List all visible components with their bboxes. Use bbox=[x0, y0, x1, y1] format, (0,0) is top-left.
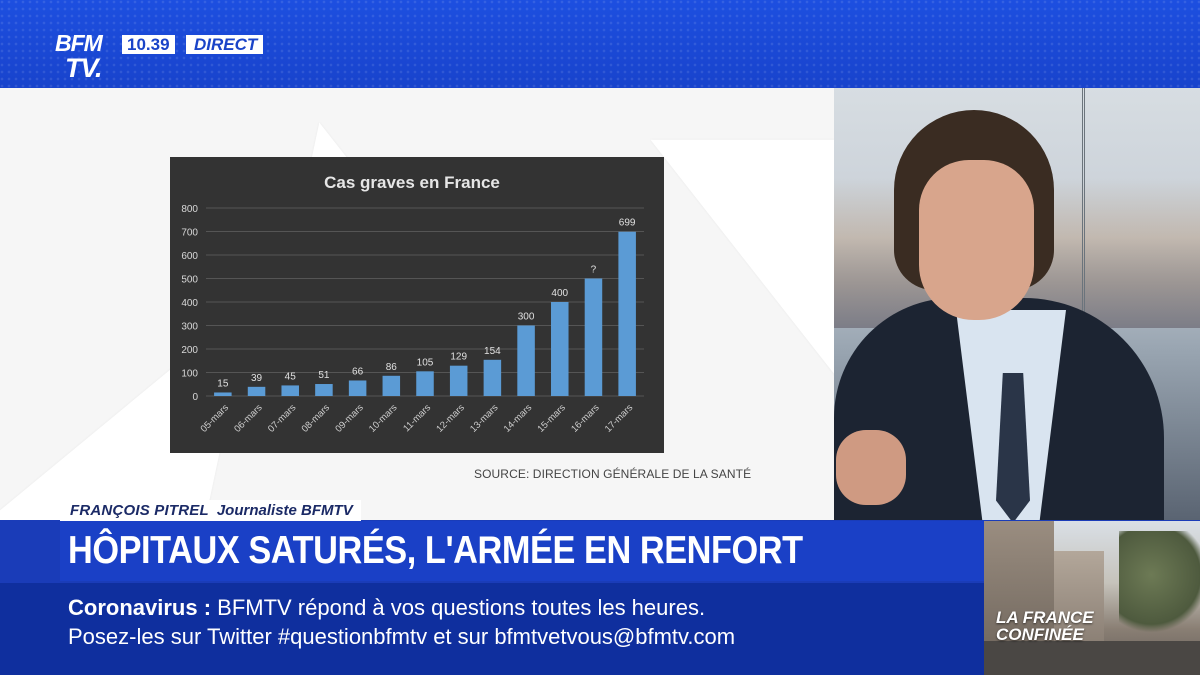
window-frame bbox=[1084, 88, 1085, 318]
y-tick-label: 300 bbox=[181, 322, 198, 333]
chart-svg: Cas graves en France 0 100 200 300 400 500 600 7… bbox=[170, 157, 664, 453]
y-tick-label: 200 bbox=[181, 345, 198, 356]
chart-title: Cas graves en France bbox=[324, 173, 500, 192]
data-label: 129 bbox=[450, 352, 467, 363]
ticker-line-1-text: BFMTV répond à vos questions toutes les … bbox=[211, 595, 706, 620]
y-tick-label: 500 bbox=[181, 275, 198, 286]
bfmtv-logo: BFM TV. bbox=[55, 32, 115, 84]
bar bbox=[449, 365, 468, 396]
news-ticker: Coronavirus : BFMTV répond à vos questio… bbox=[0, 583, 984, 675]
ticker-topic: Coronavirus : bbox=[68, 595, 212, 620]
inset-tree bbox=[1119, 531, 1200, 641]
data-label: 51 bbox=[318, 370, 330, 381]
data-label: 400 bbox=[551, 288, 568, 299]
y-tick-label: 100 bbox=[181, 369, 198, 380]
presenter-tie bbox=[996, 373, 1030, 520]
headline-banner: HÔPITAUX SATURÉS, L'ARMÉE EN RENFORT bbox=[60, 521, 984, 581]
logo-line-2: TV. bbox=[65, 53, 103, 83]
bar-chart: Cas graves en France 0 100 200 300 400 500 600 7… bbox=[170, 157, 664, 453]
bar bbox=[214, 392, 232, 396]
window-frame bbox=[1082, 88, 1083, 318]
data-label: 699 bbox=[619, 218, 636, 229]
data-label: 300 bbox=[518, 312, 535, 323]
speaker-role: Journaliste BFMTV bbox=[216, 502, 353, 519]
y-tick-label: 600 bbox=[181, 251, 198, 262]
presenter-hand bbox=[836, 430, 906, 505]
graphic-panel: ◢ ◣ ◥ Cas graves en France01002003004005… bbox=[0, 88, 834, 520]
bar bbox=[247, 386, 266, 396]
live-badge: DIRECT bbox=[186, 35, 264, 54]
source-caption: SOURCE: DIRECTION GÉNÉRALE DE LA SANTÉ bbox=[474, 467, 752, 481]
top-banner: BFM TV. 10.39 DIRECT bbox=[0, 0, 1200, 88]
corner-inset: LA FRANCE CONFINÉE bbox=[984, 521, 1200, 675]
data-label: 86 bbox=[386, 362, 398, 373]
data-label: 45 bbox=[285, 371, 297, 382]
y-tick-label: 400 bbox=[181, 298, 198, 309]
data-label: 66 bbox=[352, 366, 364, 377]
data-label: 105 bbox=[417, 357, 434, 368]
data-label: 15 bbox=[217, 378, 229, 389]
y-tick-label: 700 bbox=[181, 228, 198, 239]
bar bbox=[382, 375, 401, 396]
speaker-name: FRANÇOIS PITREL bbox=[70, 502, 209, 519]
bar bbox=[315, 384, 333, 396]
studio-camera-view bbox=[834, 88, 1200, 520]
bar bbox=[517, 325, 535, 396]
presenter-face bbox=[919, 160, 1034, 320]
logo-line-1: BFM bbox=[55, 30, 103, 56]
clock: 10.39 bbox=[122, 35, 175, 54]
bar bbox=[416, 371, 434, 396]
inset-label-line-1: LA FRANCE bbox=[996, 608, 1094, 627]
ticker-line-2: Posez-les sur Twitter #questionbfmtv et … bbox=[68, 624, 736, 649]
y-tick-label: 800 bbox=[181, 204, 198, 215]
inset-road bbox=[984, 641, 1200, 675]
bar bbox=[618, 231, 636, 396]
headline-text: HÔPITAUX SATURÉS, L'ARMÉE EN RENFORT bbox=[68, 529, 803, 572]
bar bbox=[483, 359, 502, 396]
bar bbox=[348, 380, 367, 396]
ticker-line-1: Coronavirus : BFMTV répond à vos questio… bbox=[68, 595, 705, 621]
name-strap: FRANÇOIS PITREL Journaliste BFMTV bbox=[60, 500, 361, 521]
bar bbox=[551, 302, 569, 396]
chart-background bbox=[170, 157, 664, 453]
bar bbox=[584, 278, 603, 396]
inset-label: LA FRANCE CONFINÉE bbox=[996, 609, 1094, 643]
bar bbox=[281, 385, 299, 396]
data-label: 39 bbox=[251, 373, 263, 384]
y-tick-label: 0 bbox=[192, 392, 198, 403]
data-label: ? bbox=[591, 265, 597, 276]
inset-label-line-2: CONFINÉE bbox=[996, 625, 1084, 644]
data-label: 154 bbox=[484, 346, 501, 357]
